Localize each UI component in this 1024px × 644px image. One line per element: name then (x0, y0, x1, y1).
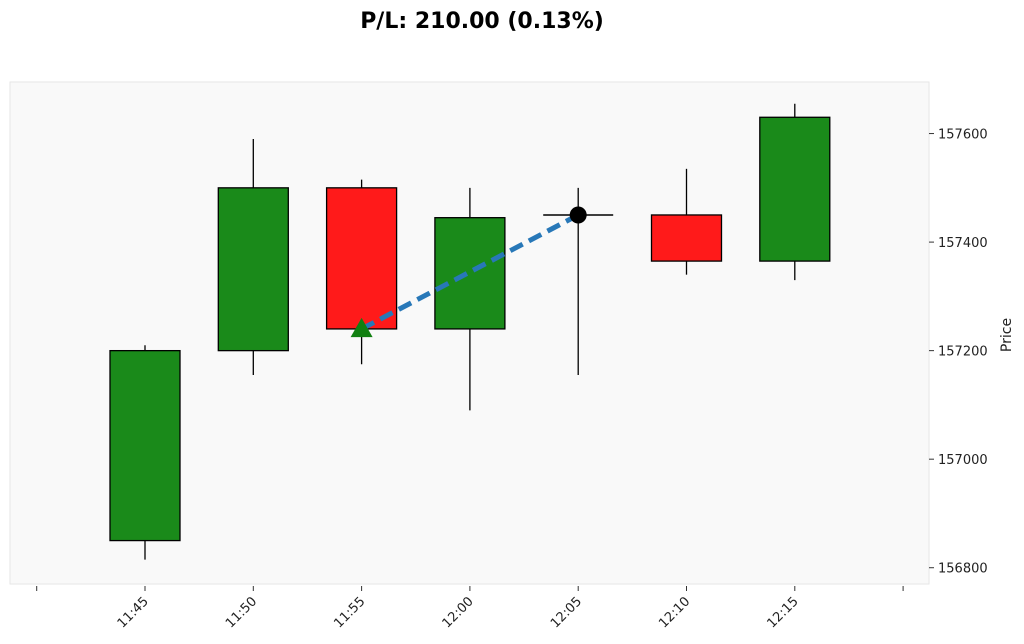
y-tick-label: 157600 (938, 128, 988, 143)
candle (759, 103, 831, 281)
x-tick-label: 12:10 (656, 594, 693, 631)
y-tick-label: 157200 (938, 345, 988, 360)
candle (217, 138, 289, 376)
y-axis: 156800 157000 157200 157400 157600 (929, 128, 988, 577)
y-tick-label: 157000 (938, 453, 988, 468)
candle (109, 345, 181, 560)
entry-marker (350, 317, 373, 338)
chart-title: P/L: 210.00 (0.13%) (360, 9, 604, 34)
x-tick-label: 11:55 (331, 594, 368, 631)
candle-body (650, 214, 723, 262)
exit-marker (569, 206, 587, 224)
y-axis-label: Price (999, 318, 1015, 352)
y-tick-label: 157400 (938, 236, 988, 251)
x-tick-label: 12:00 (440, 594, 477, 631)
y-tick-label: 156800 (938, 562, 988, 577)
candles (109, 103, 831, 560)
candle-body (325, 187, 398, 330)
candle (325, 179, 398, 365)
candle-body (217, 187, 289, 352)
x-tick-label: 11:50 (223, 594, 260, 631)
x-tick-label: 12:15 (765, 594, 802, 631)
candle (650, 168, 723, 275)
trade-overlay (350, 206, 587, 338)
candle-body (109, 349, 181, 542)
x-tick-label: 11:45 (115, 594, 152, 631)
candle (434, 187, 506, 411)
candle-body (434, 217, 506, 330)
x-axis: 11:45 11:50 11:55 12:00 12:05 12:10 12:15 (36, 586, 904, 631)
x-tick-label: 12:05 (548, 594, 585, 631)
candle-body (759, 116, 831, 262)
